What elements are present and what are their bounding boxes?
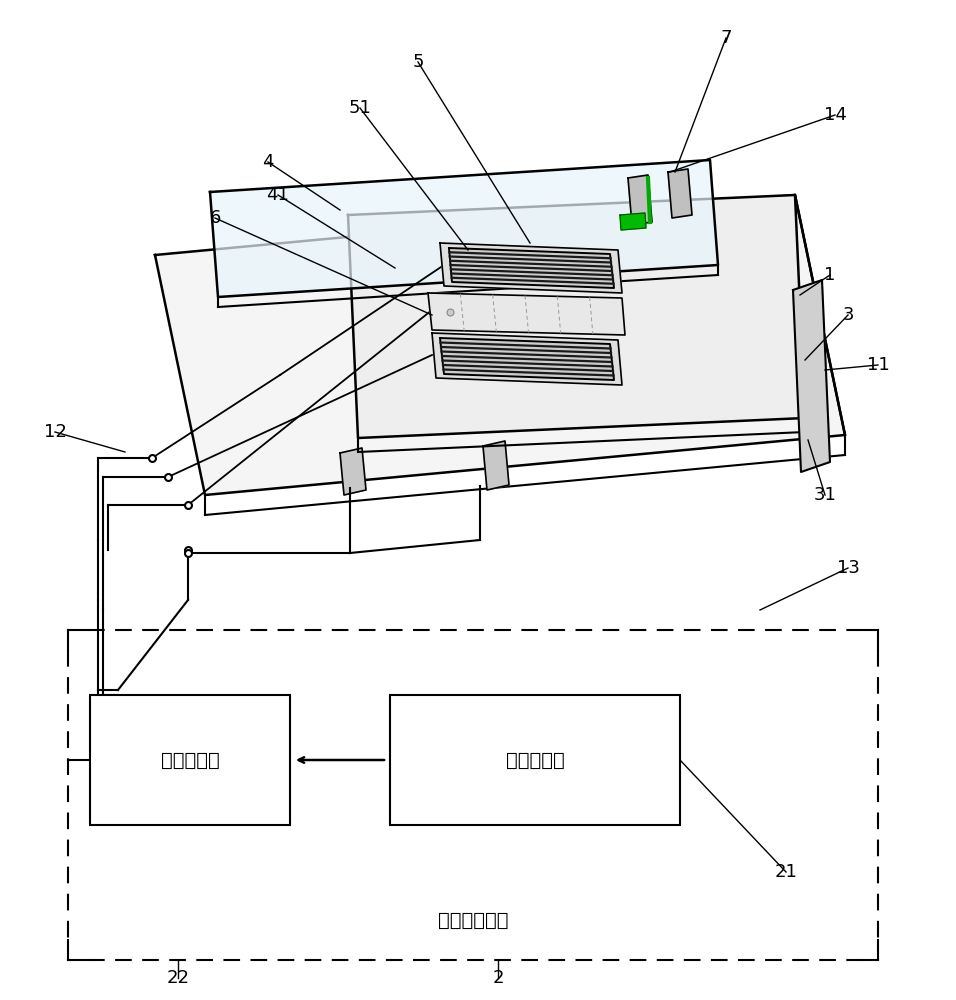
Polygon shape <box>449 248 614 288</box>
Text: 14: 14 <box>823 106 846 124</box>
Polygon shape <box>155 195 845 495</box>
Polygon shape <box>793 280 830 472</box>
Text: 3: 3 <box>842 306 854 324</box>
Polygon shape <box>620 213 646 230</box>
Text: 5: 5 <box>412 53 424 71</box>
Text: 1: 1 <box>824 266 836 284</box>
Text: 11: 11 <box>867 356 889 374</box>
Text: 6: 6 <box>209 209 221 227</box>
Polygon shape <box>628 175 652 225</box>
Text: 13: 13 <box>836 559 859 577</box>
Text: 2: 2 <box>492 969 504 987</box>
Text: 41: 41 <box>267 186 290 204</box>
Bar <box>390 695 680 825</box>
Text: 7: 7 <box>720 29 731 47</box>
Text: 31: 31 <box>814 486 836 504</box>
Polygon shape <box>440 338 614 380</box>
Bar <box>90 695 290 825</box>
Polygon shape <box>210 160 718 297</box>
Text: 信号发生装置: 信号发生装置 <box>438 910 509 930</box>
Polygon shape <box>348 195 805 438</box>
Polygon shape <box>483 441 509 490</box>
Polygon shape <box>432 333 622 385</box>
Text: 功率放大器: 功率放大器 <box>161 750 219 770</box>
Text: 信号发生器: 信号发生器 <box>506 750 564 770</box>
Text: 12: 12 <box>44 423 66 441</box>
Polygon shape <box>428 293 625 335</box>
Polygon shape <box>668 169 692 218</box>
Text: 51: 51 <box>349 99 372 117</box>
Text: 4: 4 <box>262 153 273 171</box>
Text: 21: 21 <box>774 863 797 881</box>
Polygon shape <box>440 243 622 293</box>
Polygon shape <box>340 448 366 495</box>
Text: 22: 22 <box>166 969 189 987</box>
